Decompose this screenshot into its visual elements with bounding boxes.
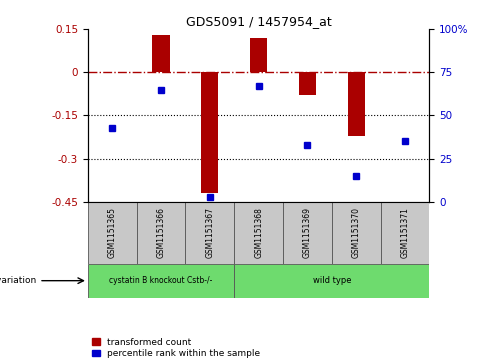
Text: GSM1151366: GSM1151366 xyxy=(157,207,165,258)
Bar xyxy=(234,202,283,264)
Text: genotype/variation: genotype/variation xyxy=(0,276,37,285)
Bar xyxy=(88,264,234,298)
Text: wild type: wild type xyxy=(313,276,351,285)
Bar xyxy=(332,202,381,264)
Text: GSM1151367: GSM1151367 xyxy=(205,207,214,258)
Text: GSM1151368: GSM1151368 xyxy=(254,207,263,258)
Text: GSM1151371: GSM1151371 xyxy=(401,207,409,258)
Legend: transformed count, percentile rank within the sample: transformed count, percentile rank withi… xyxy=(92,338,260,359)
Text: GSM1151370: GSM1151370 xyxy=(352,207,361,258)
Bar xyxy=(88,202,137,264)
Text: cystatin B knockout Cstb-/-: cystatin B knockout Cstb-/- xyxy=(109,276,213,285)
Text: GSM1151365: GSM1151365 xyxy=(108,207,117,258)
Bar xyxy=(234,264,429,298)
Title: GDS5091 / 1457954_at: GDS5091 / 1457954_at xyxy=(186,15,331,28)
Bar xyxy=(381,202,429,264)
Bar xyxy=(299,72,316,95)
Bar xyxy=(137,202,185,264)
Bar xyxy=(152,35,170,72)
Text: GSM1151369: GSM1151369 xyxy=(303,207,312,258)
Bar xyxy=(185,202,234,264)
Bar xyxy=(250,38,267,72)
Bar xyxy=(201,72,218,193)
Bar xyxy=(347,72,365,136)
Bar xyxy=(283,202,332,264)
